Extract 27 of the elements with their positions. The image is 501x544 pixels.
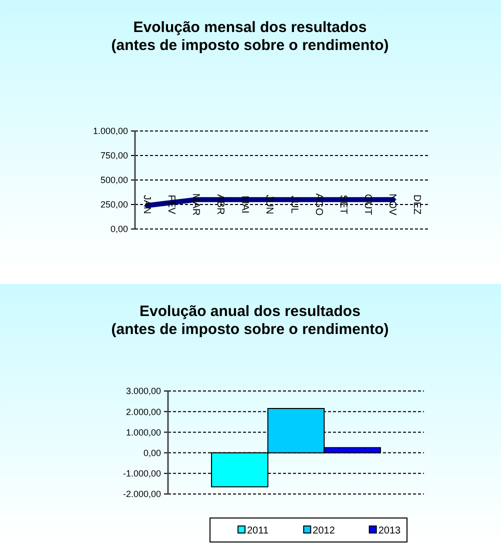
x-tick-label: JAN	[140, 195, 152, 214]
y-tick-label: 1.000,00	[126, 427, 161, 438]
x-tick-label: JUN	[264, 194, 275, 214]
legend-label: 2011	[247, 526, 269, 536]
x-tick-label: AGO	[312, 193, 324, 216]
y-tick-label: 750,00	[100, 150, 128, 161]
y-tick-label: -1.000,00	[122, 468, 161, 479]
x-tick-label: ABR	[214, 194, 226, 215]
y-tick-label: 3.000,00	[126, 386, 161, 396]
y-tick-label: 0,00	[110, 224, 128, 234]
chart-title: Evolução anual dos resultados (antes de imposto sobre o rendimento)	[111, 303, 389, 338]
y-tick-label: 1.000,00	[92, 126, 128, 136]
y-tick-label: 250,00	[100, 200, 128, 210]
y-tick-label: 0,00	[143, 448, 161, 458]
x-tick-label: OUT	[362, 194, 374, 216]
y-tick-label: 2.000,00	[126, 406, 161, 417]
legend-label: 2012	[312, 526, 336, 536]
chart-title: Evolução mensal dos resultados (antes de imposto sobre o rendimento)	[111, 19, 389, 54]
x-tick-label: MAR	[190, 193, 201, 216]
y-tick-label: 500,00	[100, 175, 128, 186]
x-tick-label: MAI	[239, 196, 250, 214]
legend-label: 2013	[378, 526, 402, 536]
x-tick-label: DEZ	[411, 194, 422, 214]
x-tick-label: FEV	[165, 194, 176, 215]
x-tick-label: NOV	[386, 194, 398, 216]
y-tick-label: -2.000,00	[122, 489, 161, 500]
x-tick-label: JUL	[288, 196, 300, 214]
